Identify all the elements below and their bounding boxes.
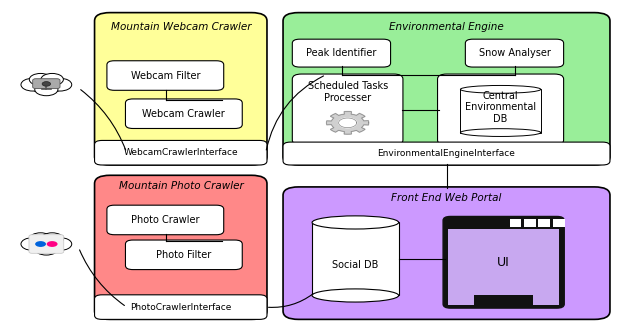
- Circle shape: [47, 241, 57, 247]
- Text: Snow Analyser: Snow Analyser: [478, 48, 551, 58]
- Circle shape: [21, 238, 44, 250]
- Text: Photo Filter: Photo Filter: [156, 250, 211, 260]
- Ellipse shape: [312, 289, 399, 302]
- Bar: [312, 222, 399, 295]
- Ellipse shape: [460, 129, 541, 136]
- Circle shape: [29, 73, 52, 86]
- FancyBboxPatch shape: [292, 39, 391, 67]
- Polygon shape: [339, 118, 357, 128]
- FancyBboxPatch shape: [283, 13, 610, 165]
- Text: Webcam Filter: Webcam Filter: [130, 70, 200, 81]
- Circle shape: [48, 78, 72, 91]
- Text: UI: UI: [497, 256, 510, 269]
- Text: Central
Environmental
DB: Central Environmental DB: [465, 91, 536, 124]
- FancyBboxPatch shape: [292, 74, 403, 145]
- FancyBboxPatch shape: [29, 235, 64, 253]
- Text: Mountain Webcam Crawler: Mountain Webcam Crawler: [111, 22, 252, 32]
- FancyBboxPatch shape: [107, 205, 224, 235]
- FancyBboxPatch shape: [465, 39, 564, 67]
- FancyBboxPatch shape: [283, 187, 610, 319]
- Ellipse shape: [312, 216, 399, 229]
- FancyBboxPatch shape: [95, 175, 267, 319]
- Text: Front End Web Portal: Front End Web Portal: [391, 193, 501, 203]
- Circle shape: [29, 233, 52, 245]
- FancyBboxPatch shape: [125, 99, 242, 128]
- Bar: [448, 229, 559, 305]
- FancyBboxPatch shape: [283, 142, 610, 165]
- Text: EnvironmentalEngineInterface: EnvironmentalEngineInterface: [378, 149, 515, 158]
- Text: Webcam Crawler: Webcam Crawler: [143, 109, 225, 119]
- FancyBboxPatch shape: [95, 295, 267, 319]
- FancyBboxPatch shape: [95, 13, 267, 165]
- Circle shape: [21, 78, 44, 91]
- Circle shape: [35, 243, 58, 255]
- Ellipse shape: [460, 85, 541, 93]
- Circle shape: [41, 233, 64, 245]
- Text: Scheduled Tasks
Processer: Scheduled Tasks Processer: [308, 81, 387, 103]
- FancyBboxPatch shape: [443, 216, 564, 308]
- FancyBboxPatch shape: [33, 79, 60, 89]
- Polygon shape: [326, 112, 369, 134]
- Text: PhotoCrawlerInterface: PhotoCrawlerInterface: [130, 302, 232, 312]
- FancyBboxPatch shape: [95, 140, 267, 165]
- FancyBboxPatch shape: [125, 240, 242, 270]
- Text: Mountain Photo Crawler: Mountain Photo Crawler: [119, 181, 243, 191]
- Circle shape: [35, 83, 58, 96]
- Circle shape: [30, 235, 63, 253]
- Circle shape: [30, 76, 63, 94]
- Text: Peak Identifier: Peak Identifier: [307, 48, 376, 58]
- Text: Social DB: Social DB: [332, 260, 379, 270]
- Text: Environmental Engine: Environmental Engine: [389, 22, 504, 32]
- Circle shape: [41, 73, 64, 86]
- Bar: [509, 219, 522, 226]
- Bar: [538, 219, 550, 226]
- Circle shape: [42, 82, 51, 86]
- FancyBboxPatch shape: [107, 61, 224, 90]
- Circle shape: [35, 241, 46, 247]
- Text: Photo Crawler: Photo Crawler: [131, 215, 200, 225]
- Bar: [552, 219, 565, 226]
- Bar: [460, 89, 541, 132]
- Bar: [475, 295, 533, 305]
- FancyBboxPatch shape: [438, 74, 564, 145]
- Circle shape: [48, 238, 72, 250]
- Bar: [524, 219, 536, 226]
- Text: WebcamCrawlerInterface: WebcamCrawlerInterface: [124, 148, 238, 157]
